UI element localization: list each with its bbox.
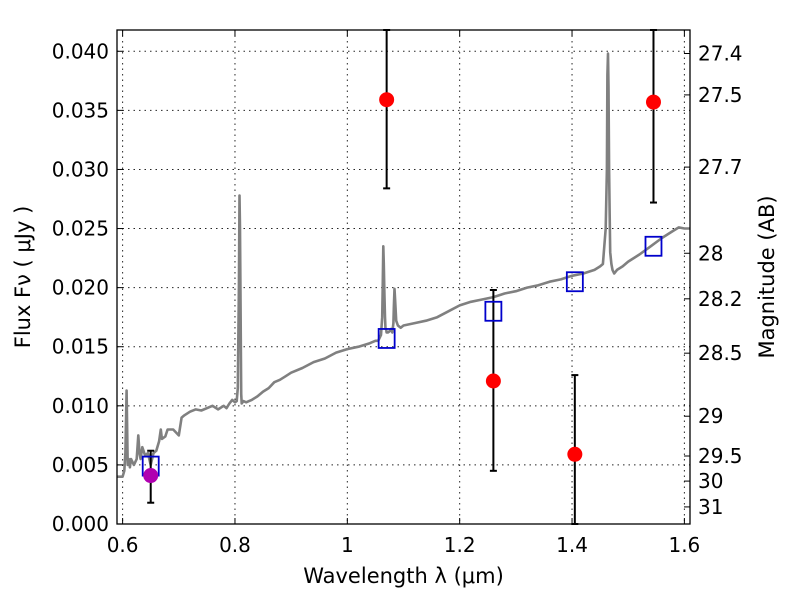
y-tick-label: 0.030 bbox=[52, 157, 109, 181]
highlight-point bbox=[143, 468, 159, 484]
axis-ticks bbox=[117, 30, 690, 525]
right-tick-label: 27.4 bbox=[698, 42, 743, 66]
y-tick-label: 0.020 bbox=[52, 276, 109, 300]
y-tick-label: 0.015 bbox=[52, 335, 109, 359]
y-tick-label: 0.005 bbox=[52, 453, 109, 477]
observed-points bbox=[379, 92, 661, 462]
right-tick-label: 28 bbox=[698, 241, 723, 265]
model-square bbox=[377, 328, 396, 349]
right-tick-label: 27.7 bbox=[698, 155, 743, 179]
highlight-point bbox=[143, 468, 159, 484]
y-tick-label: 0.000 bbox=[52, 512, 109, 536]
y-tick-label: 0.010 bbox=[52, 394, 109, 418]
right-tick-label: 29.5 bbox=[698, 444, 743, 468]
x-tick-label: 1.4 bbox=[556, 533, 588, 557]
observed-point bbox=[567, 446, 583, 462]
observed-point bbox=[645, 94, 661, 110]
right-tick-label: 28.2 bbox=[698, 287, 743, 311]
x-axis-title: Wavelength λ (μm) bbox=[303, 564, 504, 588]
spectrum-line bbox=[117, 52, 690, 479]
x-tick-label: 1 bbox=[341, 533, 354, 557]
observed-point bbox=[379, 92, 395, 108]
right-axis-title: Magnitude (AB) bbox=[755, 195, 779, 358]
model-square bbox=[565, 271, 584, 293]
right-tick-label: 31 bbox=[698, 495, 723, 519]
observed-point bbox=[485, 373, 501, 389]
grid bbox=[117, 30, 690, 525]
right-tick-label: 30 bbox=[698, 469, 723, 493]
x-tick-label: 0.8 bbox=[219, 533, 251, 557]
spectrum-series bbox=[117, 52, 690, 479]
tick-labels: 0.6 0.8 1 1.2 1.4 1.6 0.000 0.005 0.010 0.015 0.02… bbox=[52, 39, 743, 557]
x-tick-label: 1.6 bbox=[668, 533, 700, 557]
right-tick-label: 27.5 bbox=[698, 83, 743, 107]
model-square bbox=[644, 235, 663, 257]
x-tick-label: 1.2 bbox=[444, 533, 476, 557]
model-square bbox=[484, 300, 503, 322]
right-tick-label: 29 bbox=[698, 404, 723, 428]
plot-frame bbox=[116, 29, 691, 525]
y-tick-label: 0.025 bbox=[52, 217, 109, 241]
right-tick-label: 28.5 bbox=[698, 341, 743, 365]
y-axis-title: Flux Fν ( μJy ) bbox=[11, 206, 35, 349]
model-points bbox=[141, 235, 663, 477]
x-tick-label: 0.6 bbox=[107, 533, 139, 557]
y-tick-label: 0.035 bbox=[52, 98, 109, 122]
y-tick-label: 0.040 bbox=[52, 39, 109, 63]
